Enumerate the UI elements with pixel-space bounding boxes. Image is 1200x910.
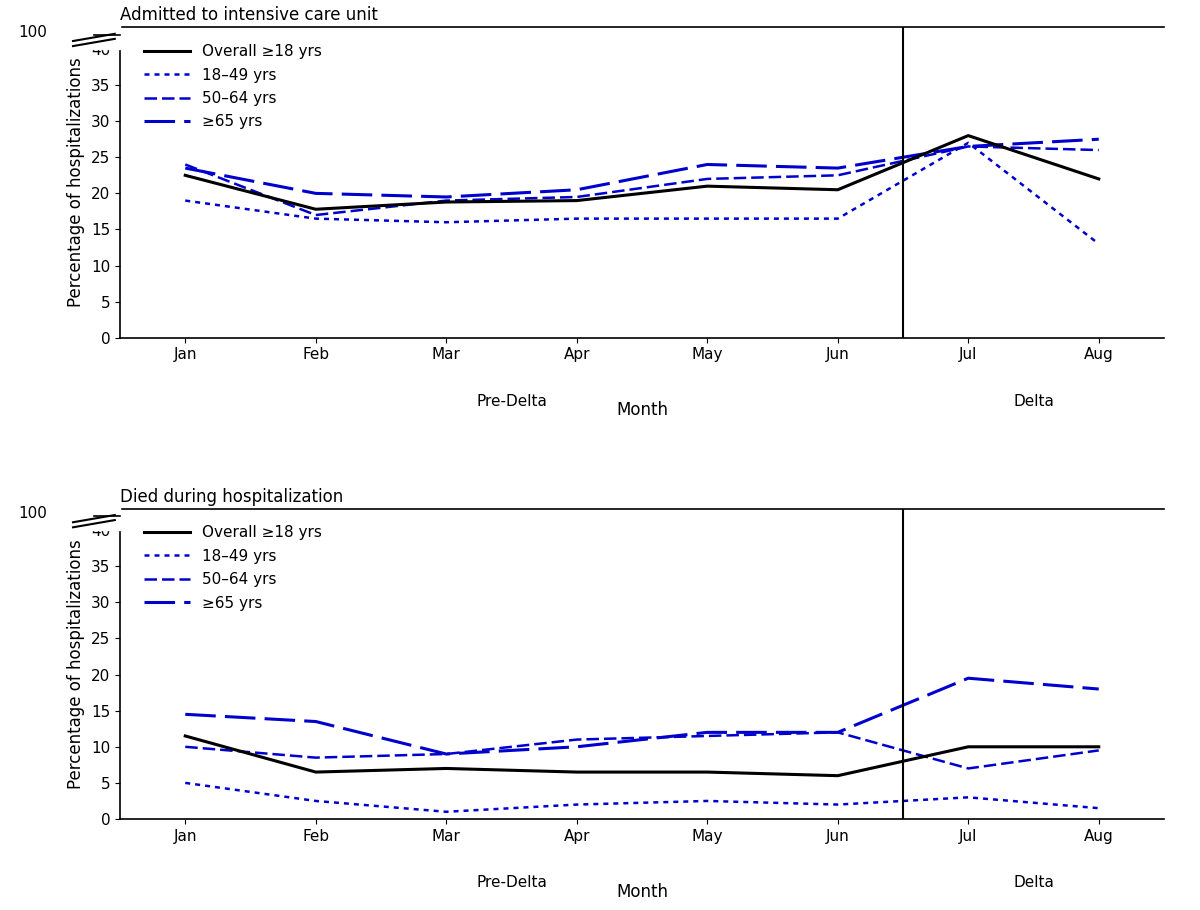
- X-axis label: Month: Month: [616, 401, 668, 420]
- Text: 100: 100: [18, 25, 47, 40]
- Y-axis label: Percentage of hospitalizations: Percentage of hospitalizations: [67, 539, 85, 789]
- Text: Pre-Delta: Pre-Delta: [476, 394, 547, 409]
- Y-axis label: Percentage of hospitalizations: Percentage of hospitalizations: [67, 57, 85, 308]
- Bar: [58, 24, 120, 49]
- Text: Admitted to intensive care unit: Admitted to intensive care unit: [120, 6, 378, 25]
- Text: 100: 100: [18, 506, 47, 521]
- Text: Died during hospitalization: Died during hospitalization: [120, 488, 343, 506]
- Legend: Overall ≥18 yrs, 18–49 yrs, 50–64 yrs, ≥65 yrs: Overall ≥18 yrs, 18–49 yrs, 50–64 yrs, ≥…: [138, 520, 329, 617]
- Text: Delta: Delta: [1013, 394, 1054, 409]
- X-axis label: Month: Month: [616, 883, 668, 901]
- Bar: [58, 505, 120, 531]
- Text: Delta: Delta: [1013, 875, 1054, 890]
- Legend: Overall ≥18 yrs, 18–49 yrs, 50–64 yrs, ≥65 yrs: Overall ≥18 yrs, 18–49 yrs, 50–64 yrs, ≥…: [138, 38, 329, 136]
- Text: Pre-Delta: Pre-Delta: [476, 875, 547, 890]
